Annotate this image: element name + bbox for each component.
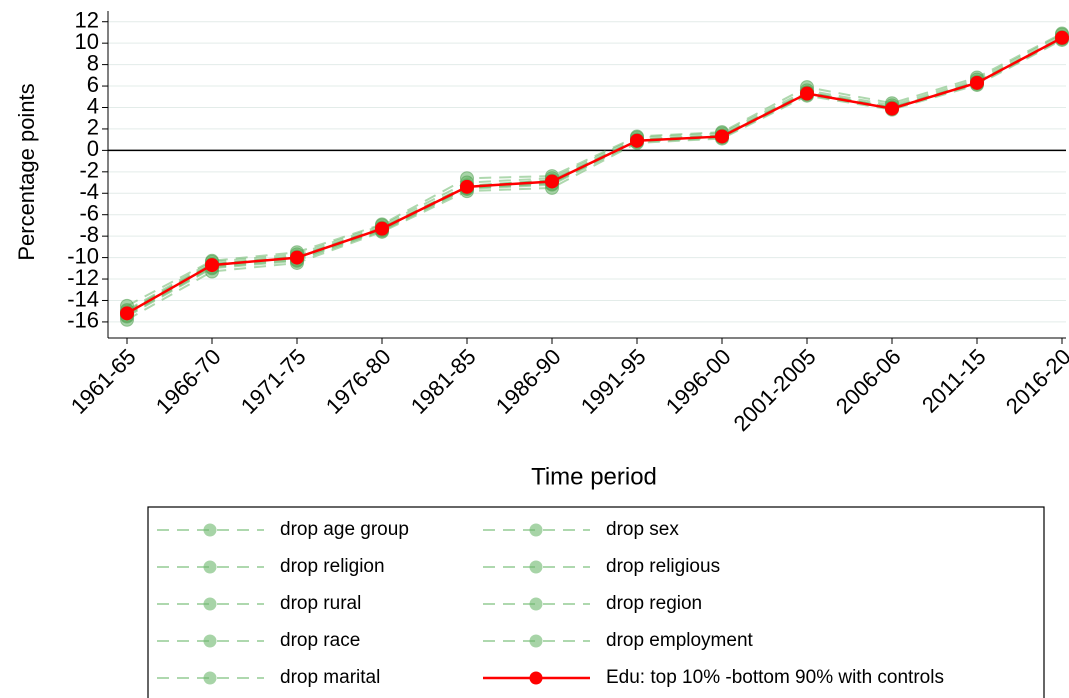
series-marker	[630, 133, 644, 148]
legend-marker	[203, 597, 217, 611]
series-line	[126, 35, 1063, 313]
series-line	[126, 36, 1063, 316]
legend-marker	[529, 671, 543, 685]
legend-marker	[529, 597, 543, 611]
x-tick-label: 1991-95	[576, 344, 651, 419]
x-tick-label: 1976-80	[321, 344, 396, 419]
y-tick-label: 2	[87, 115, 99, 140]
series-marker	[120, 306, 134, 321]
series-line	[126, 32, 1063, 307]
legend-box	[147, 506, 1045, 698]
series-marker	[460, 179, 474, 194]
y-tick-label: -6	[79, 201, 99, 226]
legend-label: Edu: top 10% -bottom 90% with controls	[606, 667, 944, 688]
series-marker	[1055, 30, 1069, 45]
series-marker	[290, 250, 304, 265]
legend-label: drop religious	[606, 556, 720, 577]
y-tick-label: 4	[87, 93, 99, 118]
legend-label: drop race	[280, 630, 360, 651]
series-line	[126, 36, 1063, 315]
series-marker	[545, 174, 559, 189]
y-axis-title: Percentage points	[14, 83, 39, 260]
legend-label: drop marital	[280, 667, 380, 688]
y-tick-label: 12	[75, 8, 99, 33]
x-tick-label: 2001-2005	[729, 344, 821, 436]
series-line	[126, 37, 1063, 318]
legend-marker	[203, 634, 217, 648]
legend-marker	[203, 560, 217, 574]
legend-marker	[529, 523, 543, 537]
series-marker	[970, 75, 984, 90]
y-tick-label: -16	[67, 308, 99, 333]
y-tick-label: -12	[67, 265, 99, 290]
legend-label: drop religion	[280, 556, 385, 577]
x-tick-label: 1981-85	[406, 344, 481, 419]
series-line	[126, 33, 1063, 311]
y-tick-label: 8	[87, 50, 99, 75]
x-tick-label: 1986-90	[491, 344, 566, 419]
series-line	[126, 39, 1063, 321]
x-axis-title: Time period	[531, 463, 657, 490]
x-tick-label: 1996-00	[661, 344, 736, 419]
series-marker	[800, 86, 814, 101]
legend-label: drop region	[606, 593, 702, 614]
x-tick-label: 1971-75	[236, 344, 311, 419]
legend-marker	[529, 634, 543, 648]
legend-marker	[529, 560, 543, 574]
legend-marker	[203, 523, 217, 537]
legend-label: drop age group	[280, 519, 409, 540]
y-tick-label: -4	[79, 179, 99, 204]
series-line	[126, 36, 1063, 314]
y-tick-label: -14	[67, 286, 99, 311]
x-tick-label: 1966-70	[151, 344, 226, 419]
x-tick-label: 2016-20	[1001, 344, 1069, 419]
series-marker	[205, 258, 219, 273]
y-tick-label: -10	[67, 243, 99, 268]
series-line	[126, 36, 1063, 315]
legend-label: drop sex	[606, 519, 679, 540]
series-marker	[375, 221, 389, 236]
y-tick-label: -2	[79, 158, 99, 183]
legend-label: drop rural	[280, 593, 361, 614]
y-tick-label: 6	[87, 72, 99, 97]
series-line	[126, 36, 1063, 317]
x-tick-label: 1961-65	[66, 344, 141, 419]
series-marker	[715, 129, 729, 144]
y-tick-label: 10	[75, 29, 99, 54]
legend-label: drop employment	[606, 630, 754, 651]
x-tick-label: 2006-06	[831, 344, 906, 419]
legend-marker	[203, 671, 217, 685]
y-tick-label: 0	[87, 136, 99, 161]
x-tick-label: 2011-15	[917, 344, 991, 418]
y-tick-label: -8	[79, 222, 99, 247]
series-marker	[885, 101, 899, 116]
